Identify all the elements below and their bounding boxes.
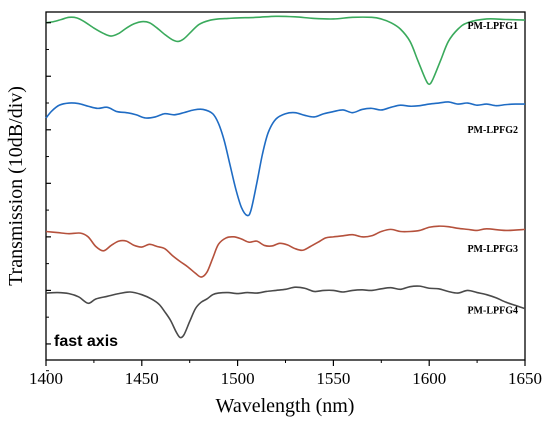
series-line-pm-lpfg3: [45, 225, 526, 278]
series-label-pm-lpfg4: PM-LPFG4: [467, 305, 518, 316]
x-tick-label: 1600: [412, 369, 446, 388]
series-line-pm-lpfg4: [45, 285, 526, 339]
series-line-pm-lpfg2: [45, 101, 526, 217]
plot-area: [45, 11, 526, 361]
fast-axis-annotation: fast axis: [54, 333, 118, 350]
y-axis-ticks: [46, 22, 51, 372]
plot-frame: [45, 11, 526, 361]
series-line-pm-lpfg1: [45, 15, 526, 86]
y-axis-label: Transmission (10dB/div): [5, 86, 27, 286]
x-tick-label: 1550: [316, 369, 350, 388]
x-axis-label: Wavelength (nm): [216, 395, 355, 417]
x-tick-label: 1500: [221, 369, 255, 388]
series-label-pm-lpfg1: PM-LPFG1: [467, 21, 518, 32]
series-label-pm-lpfg3: PM-LPFG3: [467, 244, 518, 255]
x-tick-label: 1650: [508, 369, 542, 388]
x-tick-label: 1450: [125, 369, 159, 388]
x-axis-ticks: 1400 1450 1500 1550 1600 1650: [29, 360, 542, 388]
series-layer: [45, 15, 526, 339]
series-labels: PM-LPFG1 PM-LPFG2 PM-LPFG3 PM-LPFG4: [467, 21, 518, 316]
series-label-pm-lpfg2: PM-LPFG2: [467, 125, 518, 136]
x-tick-label: 1400: [29, 369, 63, 388]
